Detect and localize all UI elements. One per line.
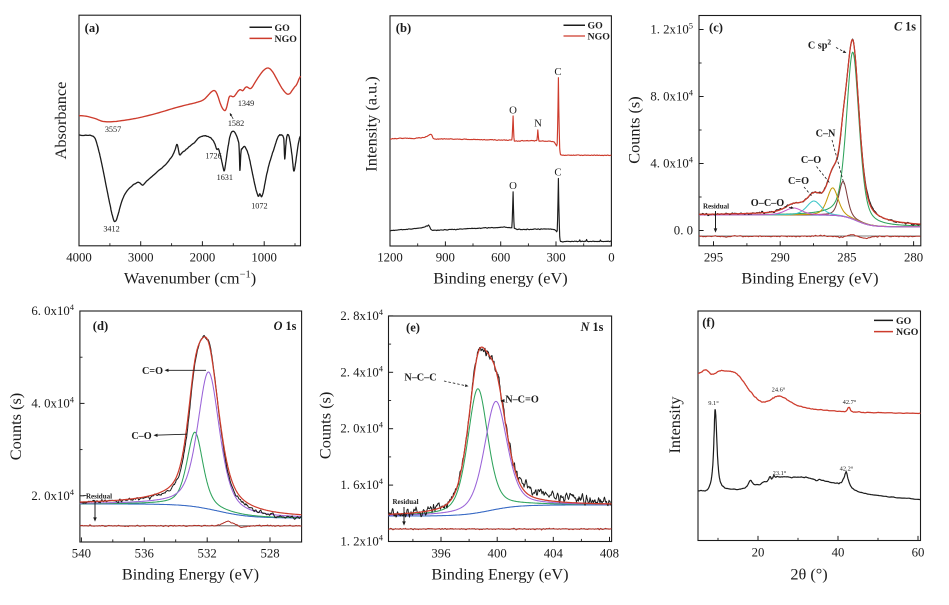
svg-text:(a): (a) [85,21,100,35]
svg-text:Binding Energy (eV): Binding Energy (eV) [431,565,568,584]
svg-text:GO: GO [896,316,912,327]
svg-text:280: 280 [904,251,923,265]
svg-text:NGO: NGO [588,32,611,43]
svg-text:Absorbance: Absorbance [51,82,70,160]
svg-text:Intensity (a.u.): Intensity (a.u.) [362,76,381,171]
svg-text:2. 0x104: 2. 0x104 [31,487,74,503]
svg-text:1726: 1726 [205,152,221,161]
svg-text:300: 300 [546,251,565,265]
svg-text:GO: GO [588,21,604,32]
svg-text:Counts (s): Counts (s) [625,96,644,163]
svg-text:1000: 1000 [251,251,277,265]
svg-text:1. 2x105: 1. 2x105 [650,21,693,37]
svg-text:Intensity: Intensity [665,396,684,454]
svg-text:C 1s: C 1s [894,20,916,34]
svg-text:1582: 1582 [228,119,244,128]
svg-text:40: 40 [832,546,845,560]
svg-text:42.2°: 42.2° [840,466,854,473]
svg-text:2. 8x104: 2. 8x104 [340,307,383,323]
svg-text:(c): (c) [709,21,723,35]
svg-text:42.7°: 42.7° [843,399,857,406]
svg-text:0. 0: 0. 0 [674,223,693,237]
svg-text:(d): (d) [93,319,108,333]
svg-text:290: 290 [771,251,790,265]
svg-text:4000: 4000 [66,251,92,265]
svg-text:Residual: Residual [86,493,112,501]
svg-text:N–C–C: N–C–C [404,373,436,384]
svg-text:NGO: NGO [275,34,298,45]
svg-text:Wavenumber (cm−1): Wavenumber (cm−1) [124,269,256,288]
svg-text:1072: 1072 [251,201,267,210]
svg-text:(b): (b) [396,21,411,35]
svg-text:536: 536 [135,547,155,561]
svg-text:C–O: C–O [801,155,821,166]
svg-text:C–N: C–N [816,129,836,140]
svg-text:285: 285 [837,251,856,265]
svg-text:528: 528 [260,547,279,561]
svg-text:3000: 3000 [128,251,154,265]
svg-text:900: 900 [436,251,455,265]
svg-text:O: O [509,180,517,192]
svg-text:Counts (s): Counts (s) [316,392,335,459]
svg-text:2θ (°): 2θ (°) [790,565,827,584]
svg-text:C: C [554,167,561,179]
svg-text:2. 4x104: 2. 4x104 [340,363,383,379]
svg-text:C: C [554,66,561,78]
svg-text:23.1°: 23.1° [773,470,787,477]
svg-text:1349: 1349 [238,99,254,108]
svg-text:400: 400 [488,547,507,561]
svg-text:6. 0x104: 6. 0x104 [31,302,74,318]
svg-text:295: 295 [704,251,723,265]
svg-text:Counts (s): Counts (s) [6,393,25,460]
svg-text:O 1s: O 1s [274,319,297,333]
svg-text:Residual: Residual [703,203,729,211]
svg-text:8. 0x104: 8. 0x104 [650,88,693,104]
svg-text:C=O: C=O [788,176,809,187]
svg-text:Binding Energy (eV): Binding Energy (eV) [741,269,878,288]
svg-text:O: O [509,105,517,117]
svg-text:1. 6x104: 1. 6x104 [340,476,383,492]
svg-text:2. 0x104: 2. 0x104 [340,420,383,436]
svg-text:2000: 2000 [190,251,216,265]
svg-text:404: 404 [544,547,564,561]
svg-text:N 1s: N 1s [580,320,604,334]
svg-text:9.1°: 9.1° [708,400,719,407]
svg-text:3557: 3557 [105,125,121,134]
svg-text:0: 0 [608,251,614,265]
svg-text:GO: GO [275,23,291,34]
svg-text:60: 60 [912,546,925,560]
svg-text:396: 396 [431,547,451,561]
svg-text:408: 408 [600,547,619,561]
svg-text:1631: 1631 [217,173,233,182]
svg-text:600: 600 [491,251,510,265]
svg-text:1. 2x104: 1. 2x104 [340,533,383,549]
svg-text:20: 20 [752,546,765,560]
svg-text:C–O: C–O [131,431,151,442]
svg-text:N: N [534,118,542,130]
svg-text:532: 532 [198,547,217,561]
svg-text:4. 0x104: 4. 0x104 [31,394,74,410]
svg-text:4. 0x104: 4. 0x104 [650,155,693,171]
svg-text:Residual: Residual [392,498,418,506]
svg-text:1200: 1200 [377,251,403,265]
svg-text:(e): (e) [406,321,420,335]
svg-text:N–C=O: N–C=O [505,395,539,406]
svg-text:3412: 3412 [103,225,119,234]
svg-text:Binding energy (eV): Binding energy (eV) [433,269,567,288]
svg-text:540: 540 [72,547,91,561]
svg-text:Binding Energy (eV): Binding Energy (eV) [122,565,259,584]
svg-text:C=O: C=O [142,366,163,377]
svg-text:24.6°: 24.6° [772,387,786,394]
svg-text:NGO: NGO [896,327,919,338]
svg-text:O–C–O: O–C–O [751,198,784,209]
svg-text:(f): (f) [702,316,715,330]
